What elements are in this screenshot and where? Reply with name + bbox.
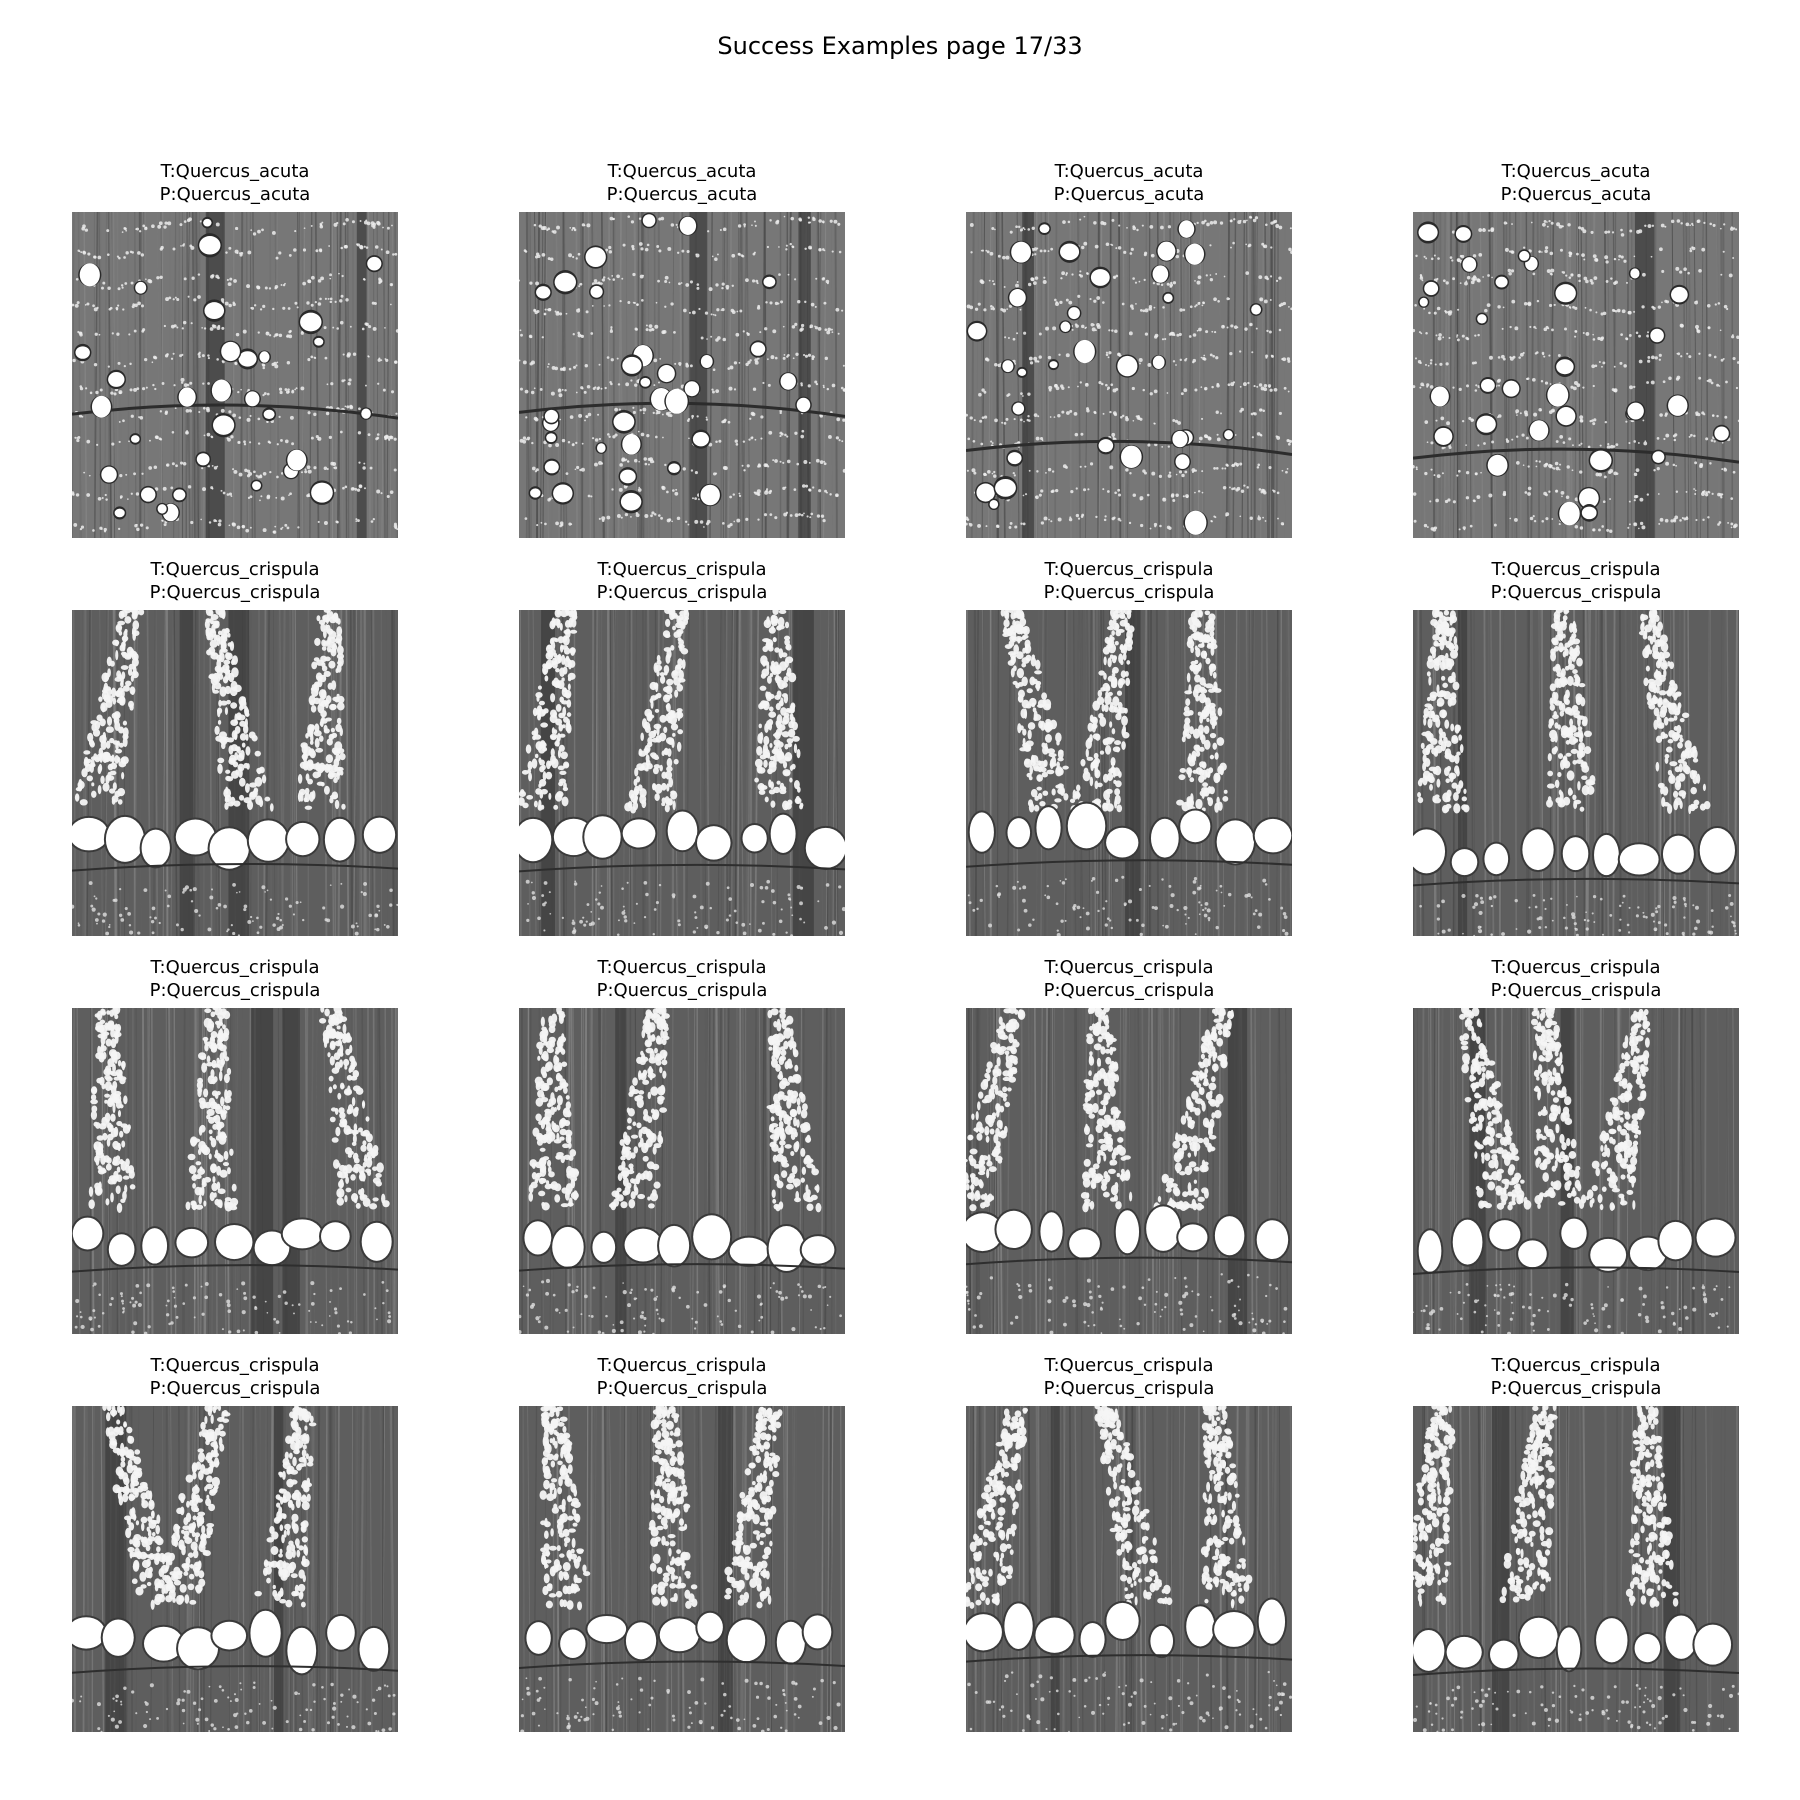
true-label: T:Quercus_crispula: [1491, 1355, 1661, 1376]
true-label: T:Quercus_crispula: [597, 957, 767, 978]
micrograph-texture: [519, 1406, 845, 1732]
wood-micrograph-image: [1413, 1008, 1739, 1334]
panel-caption: T:Quercus_crispula P:Quercus_crispula: [72, 1354, 398, 1400]
true-label: T:Quercus_crispula: [1491, 559, 1661, 580]
micrograph-texture: [966, 1008, 1292, 1334]
grid-panel: T:Quercus_crispula P:Quercus_crispula: [519, 558, 845, 936]
panel-caption: T:Quercus_acuta P:Quercus_acuta: [966, 160, 1292, 206]
grid-panel: T:Quercus_crispula P:Quercus_crispula: [519, 956, 845, 1334]
micrograph-texture: [1413, 212, 1739, 538]
predicted-label: P:Quercus_crispula: [149, 980, 321, 1001]
predicted-label: P:Quercus_crispula: [596, 1378, 768, 1399]
page-title: Success Examples page 17/33: [717, 32, 1083, 60]
wood-micrograph-image: [519, 1008, 845, 1334]
wood-micrograph-image: [1413, 1406, 1739, 1732]
grid-panel: T:Quercus_acuta P:Quercus_acuta: [72, 160, 398, 538]
predicted-label: P:Quercus_acuta: [606, 184, 758, 205]
micrograph-texture: [519, 1008, 845, 1334]
wood-micrograph-image: [1413, 212, 1739, 538]
micrograph-texture: [519, 212, 845, 538]
true-label: T:Quercus_crispula: [1491, 957, 1661, 978]
micrograph-texture: [72, 212, 398, 538]
predicted-label: P:Quercus_crispula: [1490, 980, 1662, 1001]
wood-micrograph-image: [72, 1406, 398, 1732]
micrograph-texture: [519, 610, 845, 936]
micrograph-texture: [72, 1406, 398, 1732]
predicted-label: P:Quercus_crispula: [149, 582, 321, 603]
wood-micrograph-image: [519, 212, 845, 538]
panel-caption: T:Quercus_acuta P:Quercus_acuta: [72, 160, 398, 206]
predicted-label: P:Quercus_crispula: [1043, 1378, 1215, 1399]
wood-micrograph-image: [72, 1008, 398, 1334]
grid-panel: T:Quercus_acuta P:Quercus_acuta: [519, 160, 845, 538]
true-label: T:Quercus_crispula: [1044, 1355, 1214, 1376]
grid-panel: T:Quercus_crispula P:Quercus_crispula: [1413, 956, 1739, 1334]
micrograph-texture: [1413, 1008, 1739, 1334]
true-label: T:Quercus_acuta: [1054, 161, 1204, 182]
wood-micrograph-image: [966, 1008, 1292, 1334]
true-label: T:Quercus_acuta: [160, 161, 310, 182]
predicted-label: P:Quercus_crispula: [596, 980, 768, 1001]
panel-caption: T:Quercus_crispula P:Quercus_crispula: [519, 558, 845, 604]
predicted-label: P:Quercus_crispula: [1490, 582, 1662, 603]
predicted-label: P:Quercus_acuta: [1500, 184, 1652, 205]
grid-panel: T:Quercus_crispula P:Quercus_crispula: [1413, 1354, 1739, 1732]
micrograph-texture: [966, 212, 1292, 538]
panel-caption: T:Quercus_crispula P:Quercus_crispula: [966, 956, 1292, 1002]
true-label: T:Quercus_crispula: [597, 1355, 767, 1376]
grid-panel: T:Quercus_crispula P:Quercus_crispula: [1413, 558, 1739, 936]
grid-panel: T:Quercus_crispula P:Quercus_crispula: [966, 1354, 1292, 1732]
grid-panel: T:Quercus_crispula P:Quercus_crispula: [966, 558, 1292, 936]
wood-micrograph-image: [966, 610, 1292, 936]
panel-caption: T:Quercus_crispula P:Quercus_crispula: [519, 1354, 845, 1400]
panel-caption: T:Quercus_crispula P:Quercus_crispula: [72, 558, 398, 604]
micrograph-texture: [966, 610, 1292, 936]
predicted-label: P:Quercus_crispula: [1043, 980, 1215, 1001]
panel-caption: T:Quercus_crispula P:Quercus_crispula: [519, 956, 845, 1002]
micrograph-texture: [72, 1008, 398, 1334]
panel-caption: T:Quercus_crispula P:Quercus_crispula: [1413, 558, 1739, 604]
grid-panel: T:Quercus_crispula P:Quercus_crispula: [966, 956, 1292, 1334]
grid-panel: T:Quercus_acuta P:Quercus_acuta: [966, 160, 1292, 538]
true-label: T:Quercus_acuta: [1501, 161, 1651, 182]
true-label: T:Quercus_crispula: [1044, 559, 1214, 580]
grid-panel: T:Quercus_crispula P:Quercus_crispula: [72, 956, 398, 1334]
true-label: T:Quercus_crispula: [597, 559, 767, 580]
grid-panel: T:Quercus_acuta P:Quercus_acuta: [1413, 160, 1739, 538]
wood-micrograph-image: [519, 1406, 845, 1732]
predicted-label: P:Quercus_acuta: [1053, 184, 1205, 205]
micrograph-texture: [1413, 610, 1739, 936]
true-label: T:Quercus_acuta: [607, 161, 757, 182]
predicted-label: P:Quercus_crispula: [149, 1378, 321, 1399]
wood-micrograph-image: [966, 212, 1292, 538]
predicted-label: P:Quercus_crispula: [596, 582, 768, 603]
wood-micrograph-image: [1413, 610, 1739, 936]
wood-micrograph-image: [72, 610, 398, 936]
wood-micrograph-image: [72, 212, 398, 538]
true-label: T:Quercus_crispula: [150, 957, 320, 978]
micrograph-texture: [1413, 1406, 1739, 1732]
predicted-label: P:Quercus_acuta: [159, 184, 311, 205]
wood-micrograph-image: [966, 1406, 1292, 1732]
micrograph-texture: [966, 1406, 1292, 1732]
true-label: T:Quercus_crispula: [150, 1355, 320, 1376]
grid-panel: T:Quercus_crispula P:Quercus_crispula: [72, 558, 398, 936]
panel-caption: T:Quercus_acuta P:Quercus_acuta: [519, 160, 845, 206]
true-label: T:Quercus_crispula: [150, 559, 320, 580]
predicted-label: P:Quercus_crispula: [1043, 582, 1215, 603]
wood-micrograph-image: [519, 610, 845, 936]
panel-caption: T:Quercus_crispula P:Quercus_crispula: [1413, 1354, 1739, 1400]
panel-caption: T:Quercus_crispula P:Quercus_crispula: [1413, 956, 1739, 1002]
panel-caption: T:Quercus_crispula P:Quercus_crispula: [966, 1354, 1292, 1400]
grid-panel: T:Quercus_crispula P:Quercus_crispula: [519, 1354, 845, 1732]
panel-caption: T:Quercus_crispula P:Quercus_crispula: [966, 558, 1292, 604]
micrograph-texture: [72, 610, 398, 936]
true-label: T:Quercus_crispula: [1044, 957, 1214, 978]
panel-caption: T:Quercus_acuta P:Quercus_acuta: [1413, 160, 1739, 206]
grid-panel: T:Quercus_crispula P:Quercus_crispula: [72, 1354, 398, 1732]
panel-caption: T:Quercus_crispula P:Quercus_crispula: [72, 956, 398, 1002]
predicted-label: P:Quercus_crispula: [1490, 1378, 1662, 1399]
